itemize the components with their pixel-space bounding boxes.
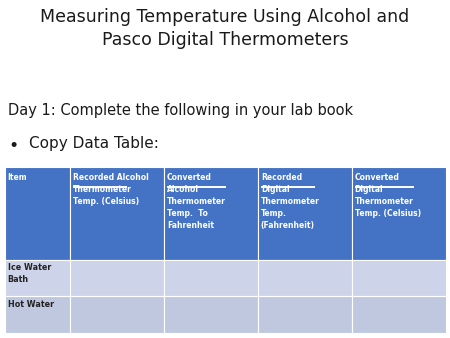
Bar [70, 260, 164, 296]
Bar [4, 296, 70, 333]
Text: Ice Water
Bath: Ice Water Bath [8, 263, 51, 284]
Bar [4, 167, 70, 260]
Bar [164, 260, 258, 296]
Bar [164, 296, 258, 333]
Bar [4, 260, 70, 296]
Text: Measuring Temperature Using Alcohol and
Pasco Digital Thermometers: Measuring Temperature Using Alcohol and … [40, 8, 410, 49]
Bar [258, 260, 351, 296]
Bar [351, 296, 446, 333]
Bar [70, 167, 164, 260]
Text: Day 1: Complete the following in your lab book: Day 1: Complete the following in your la… [8, 103, 353, 118]
Text: Recorded
Digital
Thermometer
Temp.
(Fahrenheit): Recorded Digital Thermometer Temp. (Fahr… [261, 173, 320, 230]
Bar [351, 167, 446, 260]
Bar [258, 167, 351, 260]
Text: Converted
Alcohol
Thermometer
Temp.  To
Fahrenheit: Converted Alcohol Thermometer Temp. To F… [167, 173, 226, 230]
Text: Item: Item [8, 173, 27, 183]
Text: Copy Data Table:: Copy Data Table: [29, 136, 159, 151]
Text: Hot Water: Hot Water [8, 300, 54, 309]
Text: Recorded Alcohol
Thermometer
Temp. (Celsius): Recorded Alcohol Thermometer Temp. (Cels… [73, 173, 148, 206]
Text: •: • [8, 137, 18, 155]
Text: Converted
Digital
Thermometer
Temp. (Celsius): Converted Digital Thermometer Temp. (Cel… [355, 173, 421, 218]
Bar [164, 167, 258, 260]
Bar [258, 296, 351, 333]
Bar [351, 260, 446, 296]
Bar [70, 296, 164, 333]
